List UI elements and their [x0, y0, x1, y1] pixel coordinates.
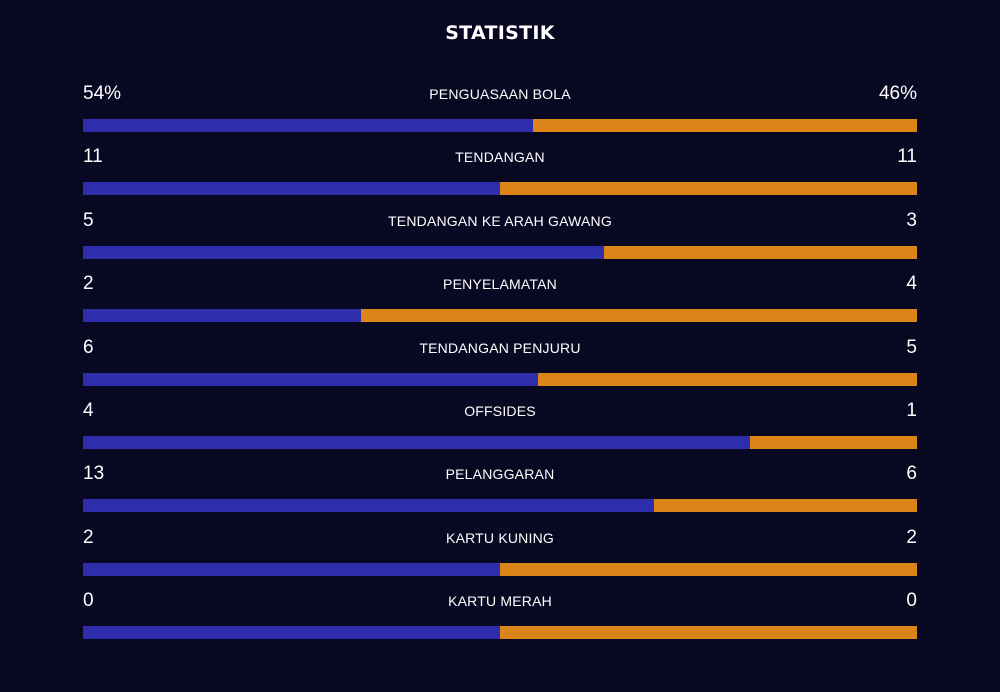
home-bar-segment — [83, 309, 361, 323]
home-value: 6 — [83, 336, 94, 358]
home-value: 2 — [83, 273, 94, 295]
away-value: 46% — [878, 83, 917, 104]
stat-row: 5 TENDANGAN KE ARAH GAWANG 3 — [83, 207, 917, 270]
away-bar-segment — [604, 245, 917, 259]
home-bar-segment — [83, 435, 751, 449]
stat-label: KARTU MERAH — [448, 593, 552, 610]
stat-label: PELANGGARAN — [445, 466, 555, 483]
comparison-bar — [83, 119, 917, 132]
comparison-bar — [83, 372, 917, 386]
comparison-bar — [83, 309, 917, 323]
away-bar-segment — [537, 372, 917, 386]
stat-row: 54% PENGUASAAN BOLA 46% — [83, 80, 917, 143]
away-value: 5 — [906, 336, 917, 358]
away-value: 1 — [906, 399, 917, 421]
away-value: 6 — [906, 463, 917, 485]
comparison-bar — [83, 562, 917, 576]
away-value: 4 — [906, 273, 917, 295]
page-title: STATISTIK — [445, 22, 555, 44]
home-value: 54% — [83, 83, 122, 104]
comparison-bar — [83, 182, 917, 196]
away-bar-segment — [360, 309, 917, 323]
stat-label: TENDANGAN PENJURU — [419, 339, 581, 356]
home-value: 11 — [83, 146, 103, 168]
stat-row: 6 TENDANGAN PENJURU 5 — [83, 334, 917, 397]
stat-label: PENGUASAAN BOLA — [429, 86, 571, 102]
stat-label: OFFSIDES — [464, 402, 536, 419]
away-bar-segment — [653, 499, 917, 513]
home-value: 0 — [83, 590, 94, 612]
home-bar-segment — [83, 562, 500, 576]
home-value: 2 — [83, 526, 94, 548]
away-bar-segment — [500, 626, 917, 640]
home-value: 5 — [83, 209, 94, 231]
home-bar-segment — [83, 119, 534, 132]
stat-label: TENDANGAN KE ARAH GAWANG — [388, 212, 612, 229]
home-bar-segment — [83, 182, 500, 196]
home-bar-segment — [83, 372, 538, 386]
stat-label: TENDANGAN — [455, 149, 545, 166]
home-value: 4 — [83, 399, 94, 421]
stat-row: 13 PELANGGARAN 6 — [83, 460, 917, 523]
stat-row: 2 KARTU KUNING 2 — [83, 524, 917, 587]
comparison-bar — [83, 626, 917, 640]
away-bar-segment — [533, 119, 917, 132]
stat-label: PENYELAMATAN — [443, 276, 557, 293]
stat-row: 2 PENYELAMATAN 4 — [83, 270, 917, 333]
away-value: 0 — [906, 590, 917, 612]
stats-list: 54% PENGUASAAN BOLA 46% 11 TENDANGAN 11 5 TENDA… — [83, 80, 917, 651]
away-bar-segment — [750, 435, 917, 449]
away-value: 3 — [906, 209, 917, 231]
comparison-bar — [83, 245, 917, 259]
stat-row: 0 KARTU MERAH 0 — [83, 587, 917, 650]
home-bar-segment — [83, 499, 654, 513]
away-value: 11 — [897, 146, 917, 168]
home-bar-segment — [83, 245, 605, 259]
away-value: 2 — [906, 526, 917, 548]
away-bar-segment — [500, 182, 917, 196]
comparison-bar — [83, 435, 917, 449]
stat-row: 4 OFFSIDES 1 — [83, 397, 917, 460]
comparison-bar — [83, 499, 917, 513]
home-bar-segment — [83, 626, 500, 640]
stat-label: KARTU KUNING — [446, 529, 554, 546]
stat-row: 11 TENDANGAN 11 — [83, 143, 917, 206]
away-bar-segment — [500, 562, 917, 576]
home-value: 13 — [83, 463, 105, 485]
